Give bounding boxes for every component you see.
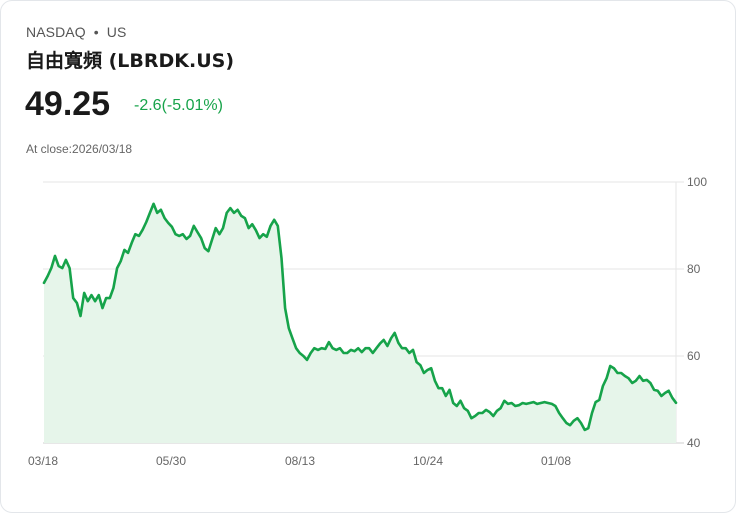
x-tick-label: 03/18 [28,454,58,468]
chart-price-line [42,202,678,432]
current-price: 49.25 [25,85,111,123]
price-change: -2.6(-5.01%) [134,97,223,114]
separator-dot: • [93,24,99,40]
stock-title: 自由寬頻 (LBRDK.US) [26,50,235,72]
x-axis: 03/18 05/30 08/13 10/24 01/08 [28,454,571,468]
y-tick-label: 40 [687,436,701,450]
y-axis: 100 80 60 40 [687,175,707,450]
x-tick-label: 05/30 [156,454,186,468]
chart-area-fill [44,203,676,443]
y-tick-label: 100 [687,175,707,189]
x-tick-label: 10/24 [413,454,443,468]
region-name: US [106,24,127,40]
y-tick-label: 60 [687,349,701,363]
close-timestamp: At close:2026/03/18 [26,142,133,156]
y-tick-label: 80 [687,262,701,276]
x-tick-label: 01/08 [541,454,571,468]
x-tick-label: 08/13 [285,454,315,468]
exchange-name: NASDAQ [26,24,86,40]
exchange-label: NASDAQ • US [26,24,126,40]
